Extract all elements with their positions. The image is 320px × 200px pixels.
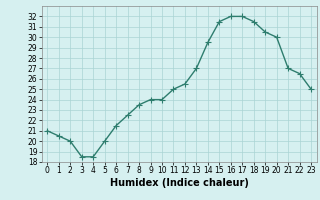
X-axis label: Humidex (Indice chaleur): Humidex (Indice chaleur) (110, 178, 249, 188)
